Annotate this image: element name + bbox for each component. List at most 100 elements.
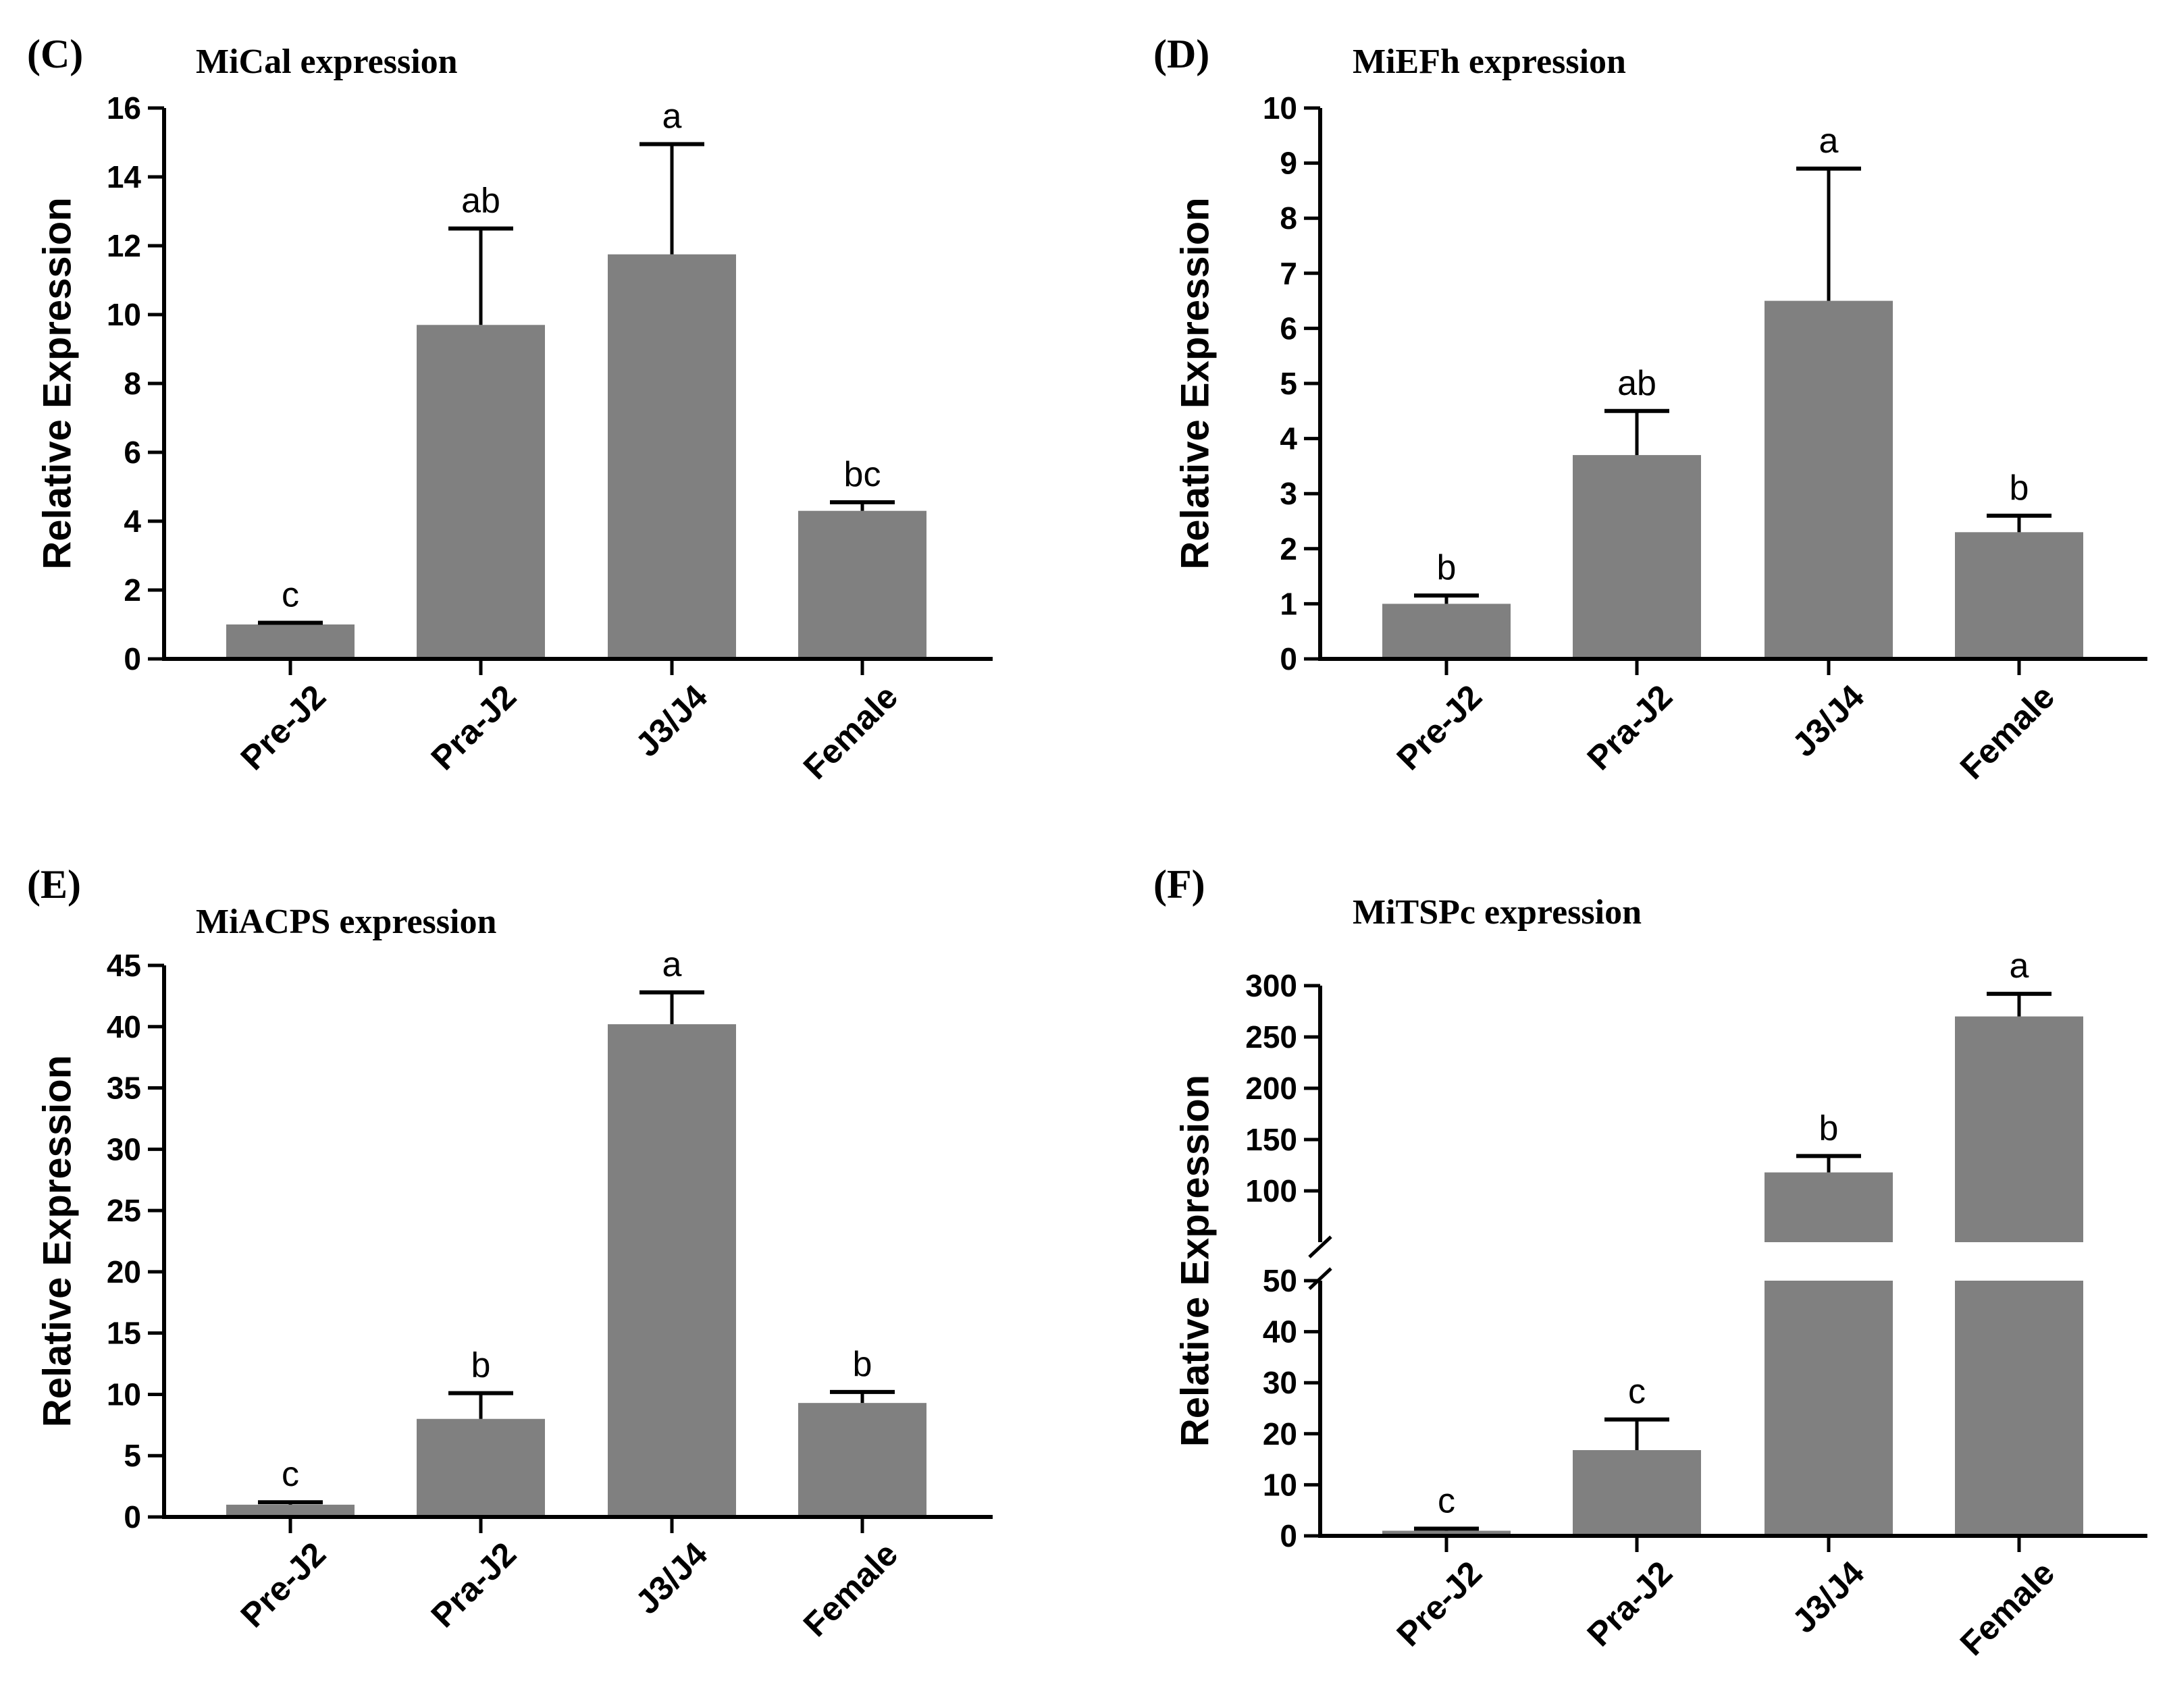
significance-label: a bbox=[662, 945, 682, 984]
significance-label: c bbox=[1438, 1481, 1455, 1520]
y-tick-label: 8 bbox=[1280, 201, 1297, 236]
bar-pre-j2 bbox=[1382, 1530, 1511, 1536]
y-tick-label: 4 bbox=[1280, 421, 1297, 456]
chart-panel-e: (E) MiACPS expression Relative Expression c… bbox=[27, 862, 993, 1644]
x-tick-label: Pre-J2 bbox=[1390, 1554, 1490, 1654]
y-tick-label: 5 bbox=[1280, 366, 1297, 401]
bar-j3-j4 bbox=[608, 1024, 736, 1517]
x-tick-label: J3/J4 bbox=[628, 1535, 714, 1622]
y-tick-label: 1 bbox=[1280, 586, 1297, 621]
bar-pra-j2 bbox=[1573, 455, 1701, 659]
x-tick-label: Pre-J2 bbox=[1390, 678, 1490, 778]
y-tick-label: 6 bbox=[1280, 311, 1297, 346]
significance-label: a bbox=[662, 97, 682, 136]
y-tick-label: 0 bbox=[1280, 641, 1297, 676]
panel-label: (C) bbox=[27, 32, 83, 76]
y-axis-title: Relative Expression bbox=[36, 197, 80, 569]
panel-label: (D) bbox=[1153, 32, 1209, 76]
significance-label: b bbox=[2010, 469, 2029, 508]
y-tick-label: 15 bbox=[107, 1316, 141, 1351]
x-tick-label: Pra-J2 bbox=[424, 1535, 524, 1635]
y-tick-label: 20 bbox=[1263, 1416, 1297, 1451]
bar-upper-female bbox=[1955, 1016, 2083, 1242]
x-tick-label: Pra-J2 bbox=[1580, 1554, 1680, 1654]
y-tick-label: 45 bbox=[107, 948, 141, 983]
bar-female bbox=[798, 510, 926, 659]
x-tick-label: Pre-J2 bbox=[234, 678, 334, 778]
bar-lower-j3-j4 bbox=[1765, 1281, 1893, 1536]
chart-panel-d: (D) MiEFh expression Relative Expression b a… bbox=[1153, 32, 2147, 786]
significance-label: c bbox=[1628, 1372, 1646, 1412]
panel-label: (F) bbox=[1153, 862, 1205, 907]
x-tick-label: Pra-J2 bbox=[424, 678, 524, 778]
y-tick-label: 8 bbox=[124, 366, 141, 401]
significance-label: b bbox=[1437, 548, 1457, 587]
y-tick-label: 4 bbox=[124, 504, 141, 539]
chart-title: MiEFh expression bbox=[1353, 43, 1626, 81]
y-tick-label: 100 bbox=[1245, 1173, 1297, 1208]
y-tick-label: 30 bbox=[107, 1131, 141, 1167]
y-axis-title: Relative Expression bbox=[1174, 197, 1218, 569]
significance-label: ab bbox=[461, 182, 500, 221]
y-tick-label: 25 bbox=[107, 1193, 141, 1228]
significance-label: b bbox=[1819, 1109, 1839, 1148]
y-tick-label: 40 bbox=[1263, 1314, 1297, 1350]
significance-label: a bbox=[2010, 946, 2029, 986]
y-tick-label: 20 bbox=[107, 1254, 141, 1289]
x-tick-label: J3/J4 bbox=[1785, 678, 1871, 764]
significance-label: ab bbox=[1617, 364, 1656, 403]
chart-panel-f: (F) MiTSPc expression Relative Expression c… bbox=[1153, 862, 2147, 1663]
bar-pra-j2 bbox=[417, 325, 545, 659]
y-tick-label: 5 bbox=[124, 1438, 141, 1473]
y-tick-label: 10 bbox=[1263, 90, 1297, 126]
x-tick-label: Pra-J2 bbox=[1580, 678, 1680, 778]
chart-title: MiCal expression bbox=[196, 43, 458, 81]
x-tick-label: Pre-J2 bbox=[234, 1535, 334, 1635]
bar-j3-j4 bbox=[608, 254, 736, 659]
y-tick-label: 14 bbox=[107, 159, 142, 194]
bar-pra-j2 bbox=[1573, 1449, 1701, 1536]
y-tick-label: 300 bbox=[1245, 968, 1297, 1003]
bar-pre-j2 bbox=[226, 1504, 355, 1517]
x-tick-label: Female bbox=[796, 1535, 905, 1644]
significance-label: b bbox=[853, 1345, 872, 1384]
bar-female bbox=[1955, 532, 2083, 659]
panel-label: (E) bbox=[27, 862, 81, 907]
axis-break-mark bbox=[1308, 1235, 1332, 1258]
bar-pre-j2 bbox=[1382, 604, 1511, 659]
y-tick-label: 6 bbox=[124, 435, 141, 470]
y-tick-label: 150 bbox=[1245, 1122, 1297, 1157]
y-axis-title: Relative Expression bbox=[36, 1055, 80, 1427]
y-tick-label: 2 bbox=[1280, 531, 1297, 566]
significance-label: c bbox=[282, 575, 299, 614]
y-tick-label: 30 bbox=[1263, 1365, 1297, 1400]
y-tick-label: 35 bbox=[107, 1071, 141, 1106]
y-tick-label: 0 bbox=[124, 1499, 141, 1534]
y-tick-label: 12 bbox=[107, 228, 141, 263]
significance-label: a bbox=[1819, 122, 1839, 161]
y-tick-label: 2 bbox=[124, 572, 141, 608]
x-tick-label: Female bbox=[1953, 1554, 2062, 1663]
bar-pre-j2 bbox=[226, 624, 355, 659]
significance-label: b bbox=[471, 1346, 491, 1385]
chart-title: MiACPS expression bbox=[196, 903, 496, 941]
y-tick-label: 3 bbox=[1280, 476, 1297, 511]
chart-panel-c: (C) MiCal expression Relative Expression c a… bbox=[27, 32, 993, 786]
y-tick-label: 10 bbox=[1263, 1467, 1297, 1502]
y-tick-label: 16 bbox=[107, 90, 141, 126]
x-tick-label: J3/J4 bbox=[628, 678, 714, 764]
bar-pra-j2 bbox=[417, 1418, 545, 1517]
y-tick-label: 0 bbox=[124, 641, 141, 676]
y-tick-label: 10 bbox=[107, 297, 141, 332]
bar-female bbox=[798, 1403, 926, 1517]
chart-title: MiTSPc expression bbox=[1353, 893, 1642, 932]
significance-label: c bbox=[282, 1455, 299, 1494]
x-tick-label: J3/J4 bbox=[1785, 1554, 1871, 1640]
axis-break-mark bbox=[1308, 1267, 1332, 1290]
y-tick-label: 10 bbox=[107, 1377, 141, 1412]
bar-lower-female bbox=[1955, 1281, 2083, 1536]
bar-j3-j4 bbox=[1765, 300, 1893, 660]
y-tick-label: 7 bbox=[1280, 256, 1297, 291]
y-tick-label: 200 bbox=[1245, 1071, 1297, 1106]
